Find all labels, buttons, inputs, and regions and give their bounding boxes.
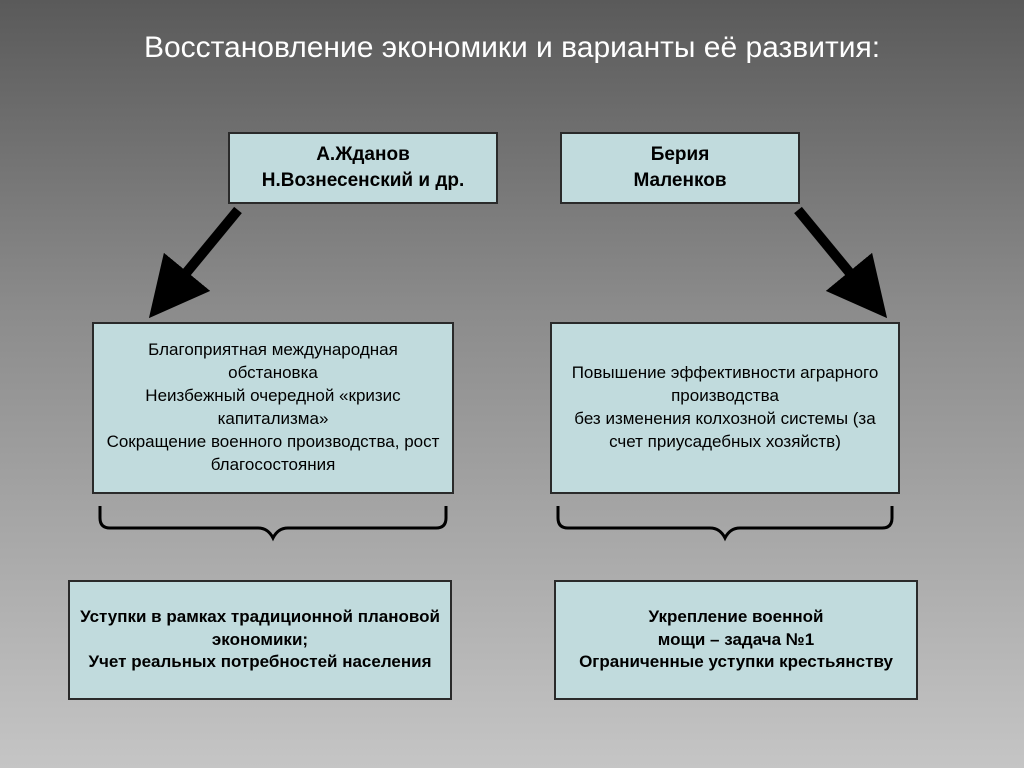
brace-right [550, 498, 900, 548]
arrow-right [788, 200, 898, 330]
node-right-bot: Укрепление военноймощи – задача №1Ограни… [554, 580, 918, 700]
node-text: Повышение эффективности аграрного произв… [562, 362, 888, 454]
node-text: Уступки в рамках традиционной плановой э… [80, 606, 440, 675]
node-text: Укрепление военноймощи – задача №1Ограни… [579, 606, 893, 675]
node-right-top: БерияМаленков [560, 132, 800, 204]
node-text: БерияМаленков [633, 142, 726, 193]
page-title: Восстановление экономики и варианты её р… [0, 0, 1024, 75]
node-left-top: А.ЖдановН.Вознесенский и др. [228, 132, 498, 204]
node-right-mid: Повышение эффективности аграрного произв… [550, 322, 900, 494]
arrow-left [138, 200, 248, 330]
node-left-bot: Уступки в рамках традиционной плановой э… [68, 580, 452, 700]
node-text: Благоприятная международная обстановкаНе… [104, 339, 442, 477]
node-left-mid: Благоприятная международная обстановкаНе… [92, 322, 454, 494]
node-text: А.ЖдановН.Вознесенский и др. [262, 142, 465, 193]
brace-left [92, 498, 454, 548]
